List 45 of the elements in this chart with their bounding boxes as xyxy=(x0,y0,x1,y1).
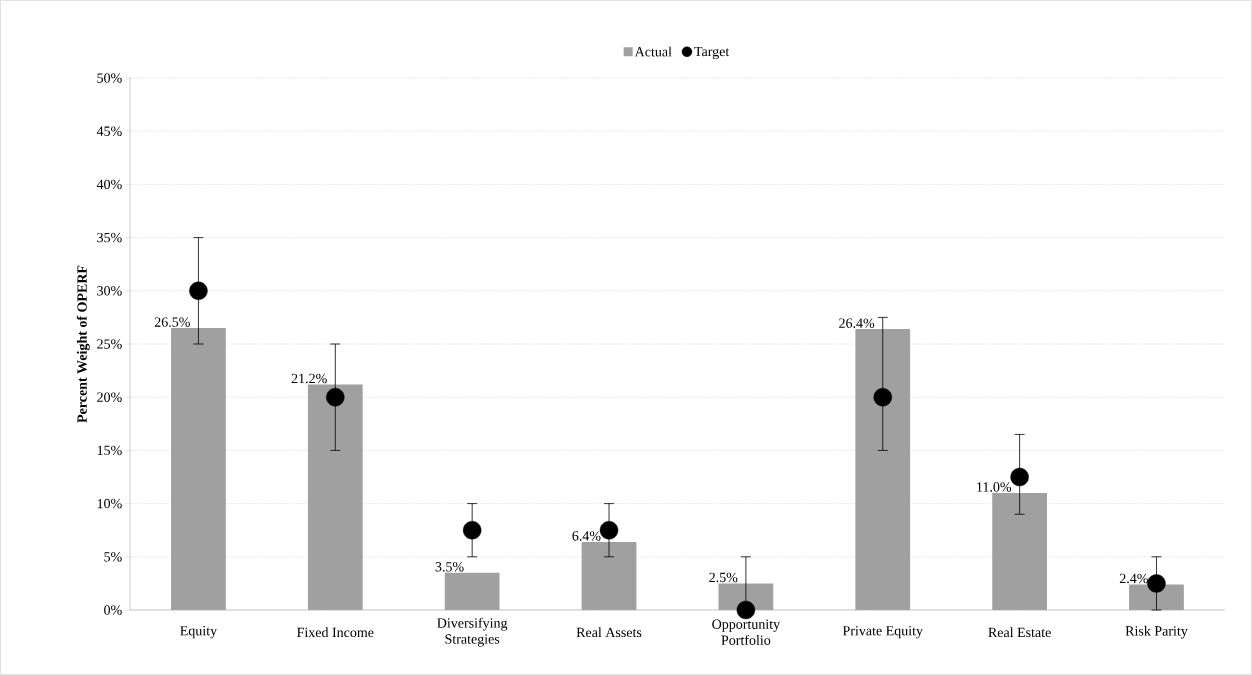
data-label: 2.4% xyxy=(1119,573,1148,584)
data-label: 6.4% xyxy=(572,531,601,541)
x-tick-label: Equity xyxy=(180,626,218,639)
point xyxy=(326,388,345,407)
y-tick-label: 20% xyxy=(97,392,122,402)
y-axis-title: Percent Weight of OPERF xyxy=(76,265,90,423)
y-tick-label: 0% xyxy=(104,605,122,615)
bar xyxy=(307,384,363,610)
y-tick-label: 15% xyxy=(97,445,122,456)
y-tick-label: 10% xyxy=(97,498,122,509)
x-tick-label: Fixed Income xyxy=(297,627,374,638)
data-label: 2.5% xyxy=(709,572,738,583)
y-tick-label: 45% xyxy=(96,126,122,136)
legend-label: Actual xyxy=(634,46,672,57)
point xyxy=(873,388,892,407)
point xyxy=(736,600,756,620)
y-tick-label: 30% xyxy=(97,286,122,296)
point xyxy=(1010,467,1029,487)
point xyxy=(189,281,208,300)
y-tick-label: 25% xyxy=(97,339,122,349)
y-tick-label: 50% xyxy=(97,73,122,83)
y-tick-label: 35% xyxy=(97,232,122,243)
x-tick-label: Opportunity Portfolio xyxy=(712,619,781,645)
bar xyxy=(171,328,226,610)
data-label: 3.5% xyxy=(435,562,464,572)
x-tick-label: Real Estate xyxy=(988,627,1051,638)
legend-label: Target xyxy=(694,46,730,60)
bar xyxy=(855,329,911,610)
point xyxy=(599,521,619,540)
point xyxy=(1147,574,1166,593)
x-tick-label: Risk Parity xyxy=(1125,625,1188,639)
bar xyxy=(1129,584,1184,610)
x-tick-label: Diversifying Strategies xyxy=(437,617,508,647)
data-label: 11.0% xyxy=(977,482,1012,492)
y-tick-label: 40% xyxy=(96,179,122,190)
x-tick-label: Real Assets xyxy=(576,627,642,638)
data-label: 26.4% xyxy=(839,318,875,328)
y-tick-label: 5% xyxy=(104,552,122,562)
bar xyxy=(581,541,637,610)
bar xyxy=(444,572,500,610)
x-tick-label: Private Equity xyxy=(842,626,923,639)
data-label: 26.5% xyxy=(154,317,190,327)
data-label: 21.2% xyxy=(291,373,327,384)
bar xyxy=(992,492,1047,610)
point xyxy=(462,521,482,540)
